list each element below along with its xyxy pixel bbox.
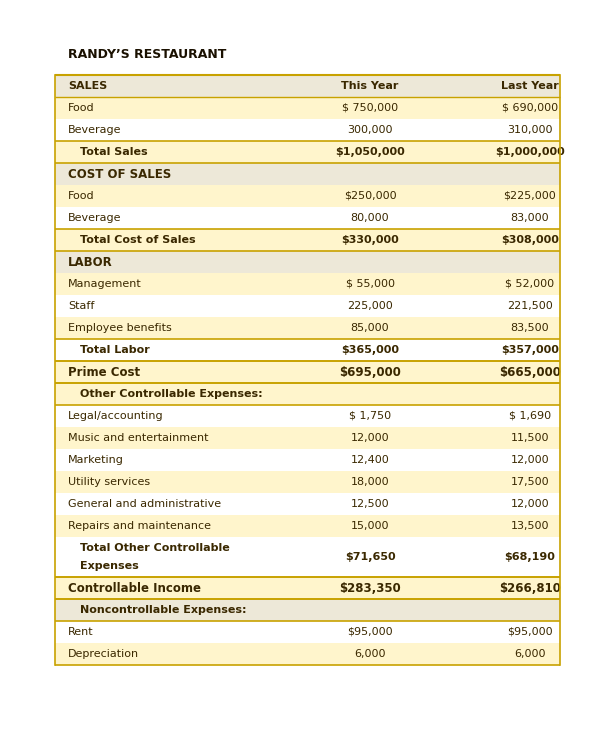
Bar [55,493,560,515]
Text: Marketing: Marketing [68,455,124,465]
Text: Expenses: Expenses [80,561,139,571]
Text: 80,000: 80,000 [350,213,389,223]
Text: Total Cost of Sales: Total Cost of Sales [80,235,196,245]
Text: 18,000: 18,000 [350,477,389,487]
Bar [55,119,560,141]
Bar [55,339,560,361]
Bar [55,229,560,251]
Text: 83,000: 83,000 [511,213,550,223]
Text: $308,000: $308,000 [501,235,559,245]
Text: 6,000: 6,000 [514,649,546,659]
Text: 12,000: 12,000 [350,433,389,443]
Text: Total Sales: Total Sales [80,147,148,157]
Text: $365,000: $365,000 [341,345,399,355]
Text: $ 1,750: $ 1,750 [349,411,391,421]
Text: $357,000: $357,000 [501,345,559,355]
Text: General and administrative: General and administrative [68,499,221,509]
Text: Total Other Controllable: Total Other Controllable [80,543,230,553]
Bar [55,643,560,665]
Bar [55,515,560,537]
Bar [55,273,560,295]
Text: 12,400: 12,400 [350,455,389,465]
Text: $225,000: $225,000 [503,191,556,201]
Text: Utility services: Utility services [68,477,150,487]
Text: Noncontrollable Expenses:: Noncontrollable Expenses: [80,605,247,615]
Bar [55,361,560,383]
Text: 15,000: 15,000 [351,521,389,531]
Bar [55,163,560,185]
Text: Management: Management [68,279,142,289]
Text: $ 52,000: $ 52,000 [505,279,554,289]
Text: $1,050,000: $1,050,000 [335,147,405,157]
Text: 17,500: 17,500 [511,477,550,487]
Text: 6,000: 6,000 [354,649,386,659]
Bar [55,295,560,317]
Text: RANDY’S RESTAURANT: RANDY’S RESTAURANT [68,48,226,61]
Text: 85,000: 85,000 [350,323,389,333]
Text: Beverage: Beverage [68,213,121,223]
Bar [55,599,560,621]
Bar [55,405,560,427]
Text: 12,000: 12,000 [511,499,550,509]
Text: $71,650: $71,650 [344,552,395,562]
Bar [55,383,560,405]
Text: 83,500: 83,500 [511,323,550,333]
Text: This Year: This Year [341,81,398,91]
Text: $665,000: $665,000 [499,366,561,378]
Text: Rent: Rent [68,627,94,637]
Text: Food: Food [68,191,95,201]
Text: 225,000: 225,000 [347,301,393,311]
Text: SALES: SALES [68,81,107,91]
Text: 310,000: 310,000 [507,125,553,135]
Text: 12,500: 12,500 [350,499,389,509]
Text: Legal/accounting: Legal/accounting [68,411,164,421]
Bar [55,577,560,599]
Text: $ 750,000: $ 750,000 [342,103,398,113]
Text: $695,000: $695,000 [339,366,401,378]
Text: $ 690,000: $ 690,000 [502,103,558,113]
Text: Food: Food [68,103,95,113]
Text: Prime Cost: Prime Cost [68,366,140,378]
Bar [55,427,560,449]
Text: COST OF SALES: COST OF SALES [68,167,171,180]
Text: 13,500: 13,500 [511,521,549,531]
Text: 300,000: 300,000 [347,125,393,135]
Text: $1,000,000: $1,000,000 [495,147,565,157]
Text: 12,000: 12,000 [511,455,550,465]
Text: Music and entertainment: Music and entertainment [68,433,209,443]
Bar [55,449,560,471]
Text: Total Labor: Total Labor [80,345,150,355]
Bar [55,471,560,493]
Text: Employee benefits: Employee benefits [68,323,172,333]
Text: $95,000: $95,000 [347,627,393,637]
Bar [55,537,560,577]
Text: $68,190: $68,190 [505,552,556,562]
Text: LABOR: LABOR [68,255,113,269]
Text: $ 55,000: $ 55,000 [346,279,395,289]
Text: Other Controllable Expenses:: Other Controllable Expenses: [80,389,263,399]
Text: $95,000: $95,000 [507,627,553,637]
Text: Depreciation: Depreciation [68,649,139,659]
Bar [55,75,560,97]
Bar [55,621,560,643]
Text: Staff: Staff [68,301,94,311]
Text: $330,000: $330,000 [341,235,399,245]
Bar [55,317,560,339]
Text: $266,810: $266,810 [499,582,561,594]
Bar [55,97,560,119]
Bar [55,251,560,273]
Bar [55,141,560,163]
Text: Beverage: Beverage [68,125,121,135]
Bar [55,207,560,229]
Text: Repairs and maintenance: Repairs and maintenance [68,521,211,531]
Text: $ 1,690: $ 1,690 [509,411,551,421]
Text: $283,350: $283,350 [339,582,401,594]
Text: Last Year: Last Year [501,81,559,91]
Text: $250,000: $250,000 [344,191,397,201]
Text: Controllable Income: Controllable Income [68,582,201,594]
Text: 221,500: 221,500 [507,301,553,311]
Text: 11,500: 11,500 [511,433,549,443]
Bar [55,185,560,207]
